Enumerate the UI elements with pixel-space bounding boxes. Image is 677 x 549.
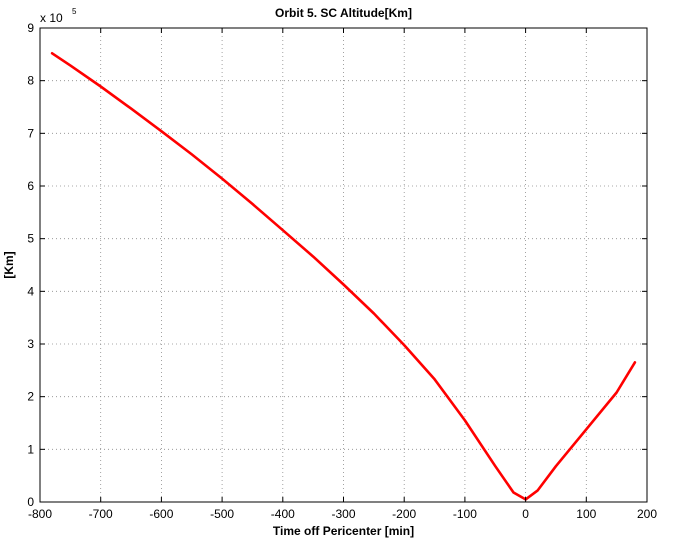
y-tick-label: 6 (27, 179, 34, 193)
x-tick-label: -100 (453, 507, 477, 521)
altitude-series-line (50, 51, 637, 501)
x-tick-label: 200 (637, 507, 657, 521)
x-tick-label: 0 (522, 507, 529, 521)
x-tick-label: -600 (149, 507, 173, 521)
chart-title: Orbit 5. SC Altitude[Km] (275, 6, 412, 20)
axis-ticks: -800 -700 -600 -500 -400 -300 -200 -100 0 100 200 0… (27, 21, 657, 521)
y-axis-label: [Km] (2, 251, 16, 278)
y-tick-label: 3 (27, 337, 34, 351)
x-tick-label: -400 (271, 507, 295, 521)
x-tick-label: -200 (392, 507, 416, 521)
y-multiplier-exponent: 5 (72, 7, 77, 16)
y-tick-label: 1 (27, 442, 34, 456)
y-tick-label: 5 (27, 232, 34, 246)
y-tick-label: 0 (27, 495, 34, 509)
x-tick-label: -300 (331, 507, 355, 521)
x-tick-label: -700 (89, 507, 113, 521)
x-tick-label: 100 (576, 507, 596, 521)
grid-lines (40, 28, 647, 502)
series-layer (50, 51, 637, 501)
y-multiplier-base: x 10 (40, 11, 63, 25)
y-tick-label: 7 (27, 126, 34, 140)
y-tick-label: 2 (27, 390, 34, 404)
y-tick-label: 8 (27, 74, 34, 88)
y-axis-multiplier: x 10 5 (40, 7, 77, 25)
x-tick-label: -500 (210, 507, 234, 521)
y-tick-label: 9 (27, 21, 34, 35)
x-tick-label: -800 (28, 507, 52, 521)
x-axis-label: Time off Pericenter [min] (273, 524, 414, 538)
y-tick-label: 4 (27, 284, 34, 298)
